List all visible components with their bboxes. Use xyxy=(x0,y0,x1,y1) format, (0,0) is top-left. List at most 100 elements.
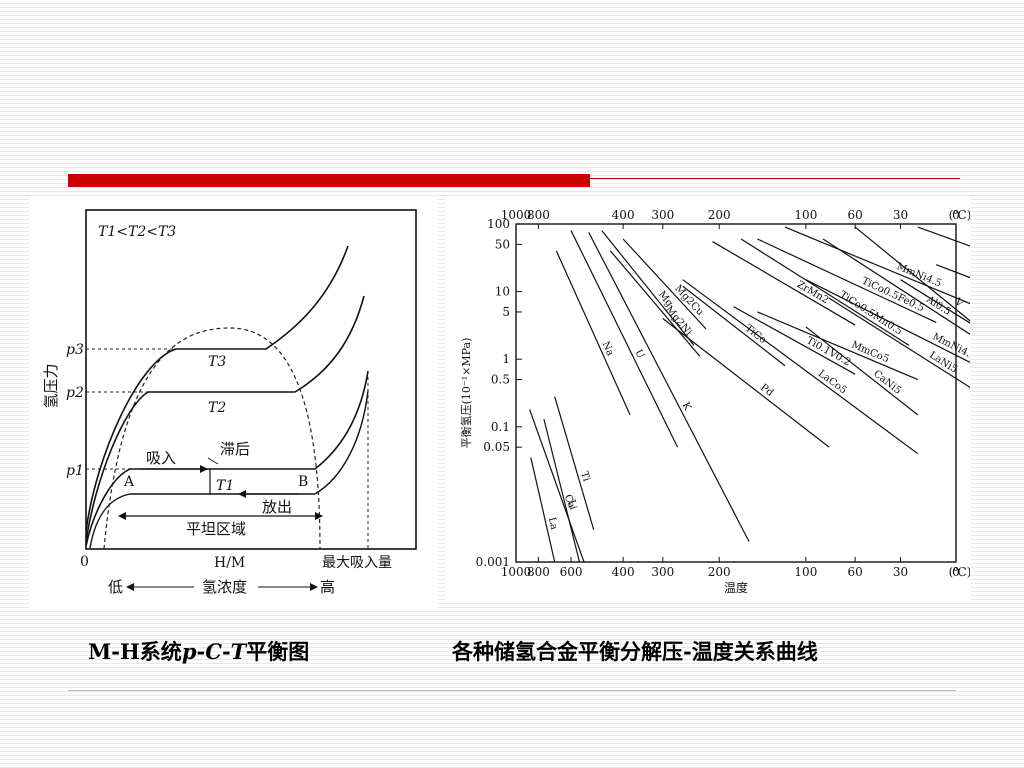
axis-arrowhead-right xyxy=(310,583,318,591)
x-tick-top-label: 30 xyxy=(893,208,908,222)
series-line-laco5 xyxy=(682,279,919,455)
label-t2: T2 xyxy=(208,400,226,416)
y-tick-label: 50 xyxy=(495,237,510,251)
series-label: Ti0.1V0.2 xyxy=(804,335,852,368)
series-line-mg2ni xyxy=(609,250,701,357)
label-t1: T1 xyxy=(216,478,234,494)
plateau-arrow-right xyxy=(315,512,323,520)
x-tick-bottom-label: 600 xyxy=(560,565,583,579)
series-line-u xyxy=(570,230,679,448)
series-line-k xyxy=(588,232,750,542)
series-line-timn1-5 xyxy=(936,264,970,279)
x-tick-top-label: 800 xyxy=(527,208,550,222)
series-line-ti xyxy=(554,396,595,530)
tick-p2: p2 xyxy=(66,385,84,401)
accent-line xyxy=(590,178,960,179)
series-line-tico xyxy=(682,285,786,367)
origin-label: 0 xyxy=(80,554,89,570)
x-tick-bottom-label: 0 xyxy=(952,565,960,579)
x-tick-top-label: 300 xyxy=(651,208,674,222)
hysteresis-pointer xyxy=(207,457,219,465)
x-tick-top-label: 200 xyxy=(708,208,731,222)
pct-diagram: T1<T2<T3 氢压力 p3 p2 p1 T3 xyxy=(42,209,417,596)
series-line-li xyxy=(543,418,581,563)
accent-bar xyxy=(68,174,590,187)
y-tick-label: 0.5 xyxy=(491,373,510,387)
series-line-al0-5 xyxy=(822,238,970,335)
y-tick-label: 100 xyxy=(487,217,510,231)
axis-mid: 氢浓度 xyxy=(202,578,247,596)
x-tick-top-label: 400 xyxy=(612,208,635,222)
x-tick-top-label: 0 xyxy=(952,208,960,222)
x-tick-bottom-label: 400 xyxy=(612,565,635,579)
absorb-label: 吸入 xyxy=(146,449,176,467)
x-unit-bottom: (℃) xyxy=(949,565,970,579)
series-line-mmni xyxy=(917,226,970,247)
series-label: MmCo5 xyxy=(850,340,891,366)
series-line-mmni4-5mn0-5 xyxy=(805,279,970,363)
series-line-mmni4-5 xyxy=(784,226,970,305)
x-tick-bottom-label: 60 xyxy=(847,565,862,579)
series-label: Mg2Ni xyxy=(663,304,694,338)
x-max-label: 最大吸入量 xyxy=(322,555,392,571)
x-unit-top: (℃) xyxy=(949,208,970,222)
hysteresis-label: 滞后 xyxy=(220,440,250,458)
series-line-cani5 xyxy=(805,326,919,416)
y-tick-label: 0.1 xyxy=(491,420,510,434)
series-line-pd xyxy=(662,318,830,448)
x-tick-bottom-label: 300 xyxy=(651,565,674,579)
x-axis-label: 温度 xyxy=(724,580,748,595)
isotherm-t1-absorb xyxy=(85,370,369,547)
plot-frame xyxy=(85,209,417,550)
isotherm-t1-desorb xyxy=(89,390,369,549)
x-tick-top-label: 60 xyxy=(847,208,862,222)
pressure-temperature-chart-panel: 1000 800 400 300 200 100 60 30 0 (℃) 1000 800 600 400… xyxy=(446,196,970,600)
y-tick-label: 0.05 xyxy=(483,440,510,454)
y-tick-label: 10 xyxy=(495,285,510,299)
series-line-tico0-5fe0-5 xyxy=(757,238,937,323)
pct-title: T1<T2<T3 xyxy=(98,224,176,240)
tick-p1: p1 xyxy=(66,463,84,479)
y-axis-label: 平衡氢压(10⁻¹×MPa) xyxy=(459,338,473,449)
series-line-na xyxy=(555,250,631,416)
absorb-arrowhead xyxy=(200,465,208,473)
series-label: Pd xyxy=(758,382,776,399)
y-tick-label: 5 xyxy=(502,305,510,319)
axis-low: 低 xyxy=(108,578,123,596)
caption-pct-diagram: M-H系统p-C-T平衡图 xyxy=(88,639,310,664)
x-tick-bottom-label: 1000 xyxy=(501,565,532,579)
x-tick-bottom-label: 800 xyxy=(527,565,550,579)
series-line-la xyxy=(530,457,556,563)
isotherm-t3 xyxy=(85,245,349,532)
x-tick-top-label: 1000 xyxy=(501,208,532,222)
bottom-rule xyxy=(68,690,956,691)
series-line-v xyxy=(854,226,970,322)
pressure-axis-label: 氢压力 xyxy=(42,363,60,408)
isotherm-t2 xyxy=(85,295,365,542)
axis-arrowhead-left xyxy=(126,583,134,591)
x-tick-bottom-label: 30 xyxy=(893,565,908,579)
series-line-feti xyxy=(900,279,970,324)
x-tick-bottom-label: 100 xyxy=(794,565,817,579)
series-line-mg2cu xyxy=(622,238,707,330)
point-b: B xyxy=(298,474,308,490)
series-line-ca xyxy=(529,409,585,563)
series-line-zrmn2 xyxy=(712,241,856,326)
series-label: Ti xyxy=(578,470,591,483)
plateau-arrow-left xyxy=(118,512,126,520)
series-line-ti0-1v0-2 xyxy=(733,306,856,375)
x-center-label: H/M xyxy=(214,555,245,571)
caption-pressure-chart: 各种储氢合金平衡分解压-温度关系曲线 xyxy=(452,639,818,664)
y-tick-label: 0.001 xyxy=(476,555,510,569)
y-tick-label: 1 xyxy=(502,352,510,366)
label-t3: T3 xyxy=(208,354,226,370)
series-label: La xyxy=(546,516,560,531)
series-line-mmco5 xyxy=(757,311,919,381)
chart-frame xyxy=(515,223,957,563)
series-label: Li xyxy=(565,499,578,511)
axis-high: 高 xyxy=(320,578,335,596)
series-label: Na xyxy=(599,340,615,358)
x-tick-top-label: 100 xyxy=(794,208,817,222)
x-tick-bottom-label: 200 xyxy=(708,565,731,579)
